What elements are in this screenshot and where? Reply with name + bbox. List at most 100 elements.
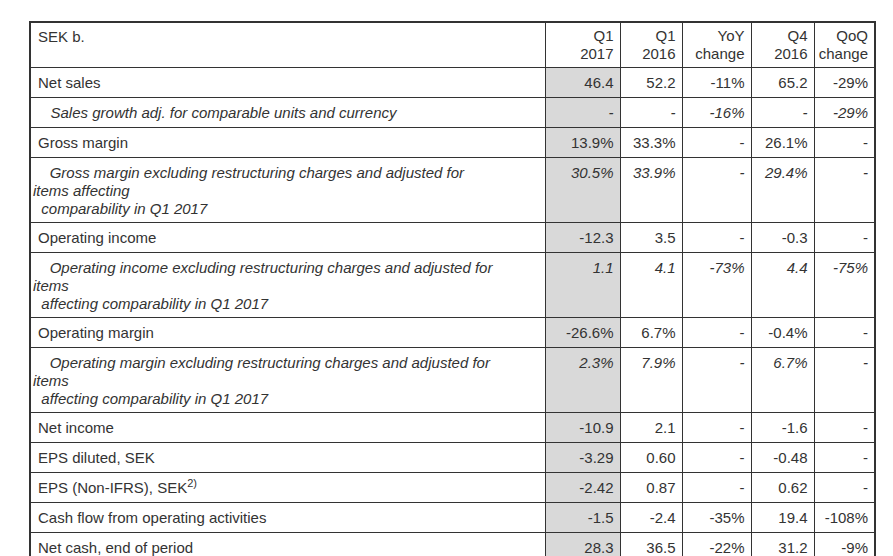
row-label-text: EPS diluted, SEK — [38, 449, 155, 466]
value-cell: 6.7% — [620, 318, 682, 348]
row-label-text: Gross margin excluding restructuring cha… — [33, 164, 464, 217]
value-cell: -29% — [814, 98, 875, 128]
value-cell: 46.4 — [545, 68, 620, 98]
value-cell: -35% — [682, 503, 751, 533]
row-label: Cash flow from operating activities — [30, 503, 545, 533]
row-label-text: Net income — [38, 419, 114, 436]
table-row: Operating income excluding restructuring… — [30, 253, 875, 318]
value-cell: 31.2 — [751, 533, 814, 556]
value-cell: - — [682, 473, 751, 503]
value-cell: 2.3% — [545, 348, 620, 413]
row-label-text: Operating margin excluding restructuring… — [33, 354, 490, 407]
table-row: Net sales 46.452.2-11%65.2-29% — [30, 68, 875, 98]
column-header-qoq-change: QoQ change — [814, 22, 875, 68]
value-cell: -0.3 — [751, 223, 814, 253]
row-label-text: Net sales — [38, 74, 101, 91]
table-row: EPS diluted, SEK-3.290.60--0.48- — [30, 443, 875, 473]
row-label: Net cash, end of period — [30, 533, 545, 556]
column-header-q4-2016: Q4 2016 — [751, 22, 814, 68]
value-cell: -1.6 — [751, 413, 814, 443]
row-label: Gross margin excluding restructuring cha… — [30, 158, 545, 223]
value-cell: 0.60 — [620, 443, 682, 473]
value-cell: -0.4% — [751, 318, 814, 348]
value-cell: 13.9% — [545, 128, 620, 158]
value-cell: 0.87 — [620, 473, 682, 503]
row-label: Operating margin excluding restructuring… — [30, 348, 545, 413]
value-cell: 28.3 — [545, 533, 620, 556]
value-cell: - — [545, 98, 620, 128]
value-cell: 3.5 — [620, 223, 682, 253]
value-cell: -1.5 — [545, 503, 620, 533]
row-label-text: Operating income — [38, 229, 156, 246]
value-cell: -11% — [682, 68, 751, 98]
row-label: Gross margin — [30, 128, 545, 158]
row-label: Net income — [30, 413, 545, 443]
row-label-text: Cash flow from operating activities — [38, 509, 266, 526]
value-cell: - — [814, 318, 875, 348]
value-cell: -3.29 — [545, 443, 620, 473]
value-cell: -108% — [814, 503, 875, 533]
value-cell: 26.1% — [751, 128, 814, 158]
value-cell: -29% — [814, 68, 875, 98]
value-cell: -0.48 — [751, 443, 814, 473]
row-label: Operating margin — [30, 318, 545, 348]
value-cell: - — [814, 473, 875, 503]
value-cell: -22% — [682, 533, 751, 556]
row-label-text: Operating income excluding restructuring… — [33, 259, 492, 312]
value-cell: 19.4 — [751, 503, 814, 533]
value-cell: - — [682, 413, 751, 443]
value-cell: -75% — [814, 253, 875, 318]
footnote-marker: 2) — [187, 477, 197, 489]
unit-header-cell: SEK b. — [30, 22, 545, 68]
value-cell: - — [814, 158, 875, 223]
value-cell: - — [620, 98, 682, 128]
row-label-text: EPS (Non-IFRS), SEK — [38, 479, 187, 496]
value-cell: - — [682, 223, 751, 253]
value-cell: -10.9 — [545, 413, 620, 443]
table-row: Cash flow from operating activities -1.5 -… — [30, 503, 875, 533]
value-cell: - — [814, 413, 875, 443]
row-label-text: Sales growth adj. for comparable units a… — [38, 104, 397, 121]
table-row: EPS (Non-IFRS), SEK2)-2.420.87-0.62- — [30, 473, 875, 503]
table-row: Gross margin excluding restructuring cha… — [30, 158, 875, 223]
table-row: Operating margin-26.6%6.7%--0.4%- — [30, 318, 875, 348]
row-label: Sales growth adj. for comparable units a… — [30, 98, 545, 128]
table-row: Operating margin excluding restructuring… — [30, 348, 875, 413]
value-cell: - — [682, 348, 751, 413]
value-cell: 0.62 — [751, 473, 814, 503]
table-row: Sales growth adj. for comparable units a… — [30, 98, 875, 128]
value-cell: - — [682, 128, 751, 158]
table-row: Net cash, end of period 28.336.5-22%31.2-… — [30, 533, 875, 556]
header-row: SEK b. Q1 2017 Q1 2016 YoY change Q4 201… — [30, 22, 875, 68]
row-label: Operating income excluding restructuring… — [30, 253, 545, 318]
value-cell: 65.2 — [751, 68, 814, 98]
value-cell: - — [682, 158, 751, 223]
value-cell: 33.9% — [620, 158, 682, 223]
table-body: Net sales 46.452.2-11%65.2-29% Sales grow… — [30, 68, 875, 556]
value-cell: - — [682, 443, 751, 473]
value-cell: -73% — [682, 253, 751, 318]
row-label: Operating income — [30, 223, 545, 253]
value-cell: - — [814, 223, 875, 253]
column-header-q1-2016: Q1 2016 — [620, 22, 682, 68]
table-row: Operating income-12.33.5--0.3- — [30, 223, 875, 253]
value-cell: - — [751, 98, 814, 128]
value-cell: 7.9% — [620, 348, 682, 413]
row-label-text: Net cash, end of period — [38, 539, 193, 556]
financial-results-table: SEK b. Q1 2017 Q1 2016 YoY change Q4 201… — [29, 21, 876, 556]
column-header-q1-2017: Q1 2017 — [545, 22, 620, 68]
value-cell: 33.3% — [620, 128, 682, 158]
value-cell: 29.4% — [751, 158, 814, 223]
value-cell: 30.5% — [545, 158, 620, 223]
value-cell: -2.42 — [545, 473, 620, 503]
value-cell: 36.5 — [620, 533, 682, 556]
value-cell: -16% — [682, 98, 751, 128]
row-label-text: Operating margin — [38, 324, 154, 341]
row-label: Net sales — [30, 68, 545, 98]
table-row: Gross margin13.9%33.3%-26.1%- — [30, 128, 875, 158]
value-cell: - — [814, 443, 875, 473]
value-cell: 52.2 — [620, 68, 682, 98]
value-cell: - — [682, 318, 751, 348]
value-cell: 2.1 — [620, 413, 682, 443]
value-cell: -9% — [814, 533, 875, 556]
